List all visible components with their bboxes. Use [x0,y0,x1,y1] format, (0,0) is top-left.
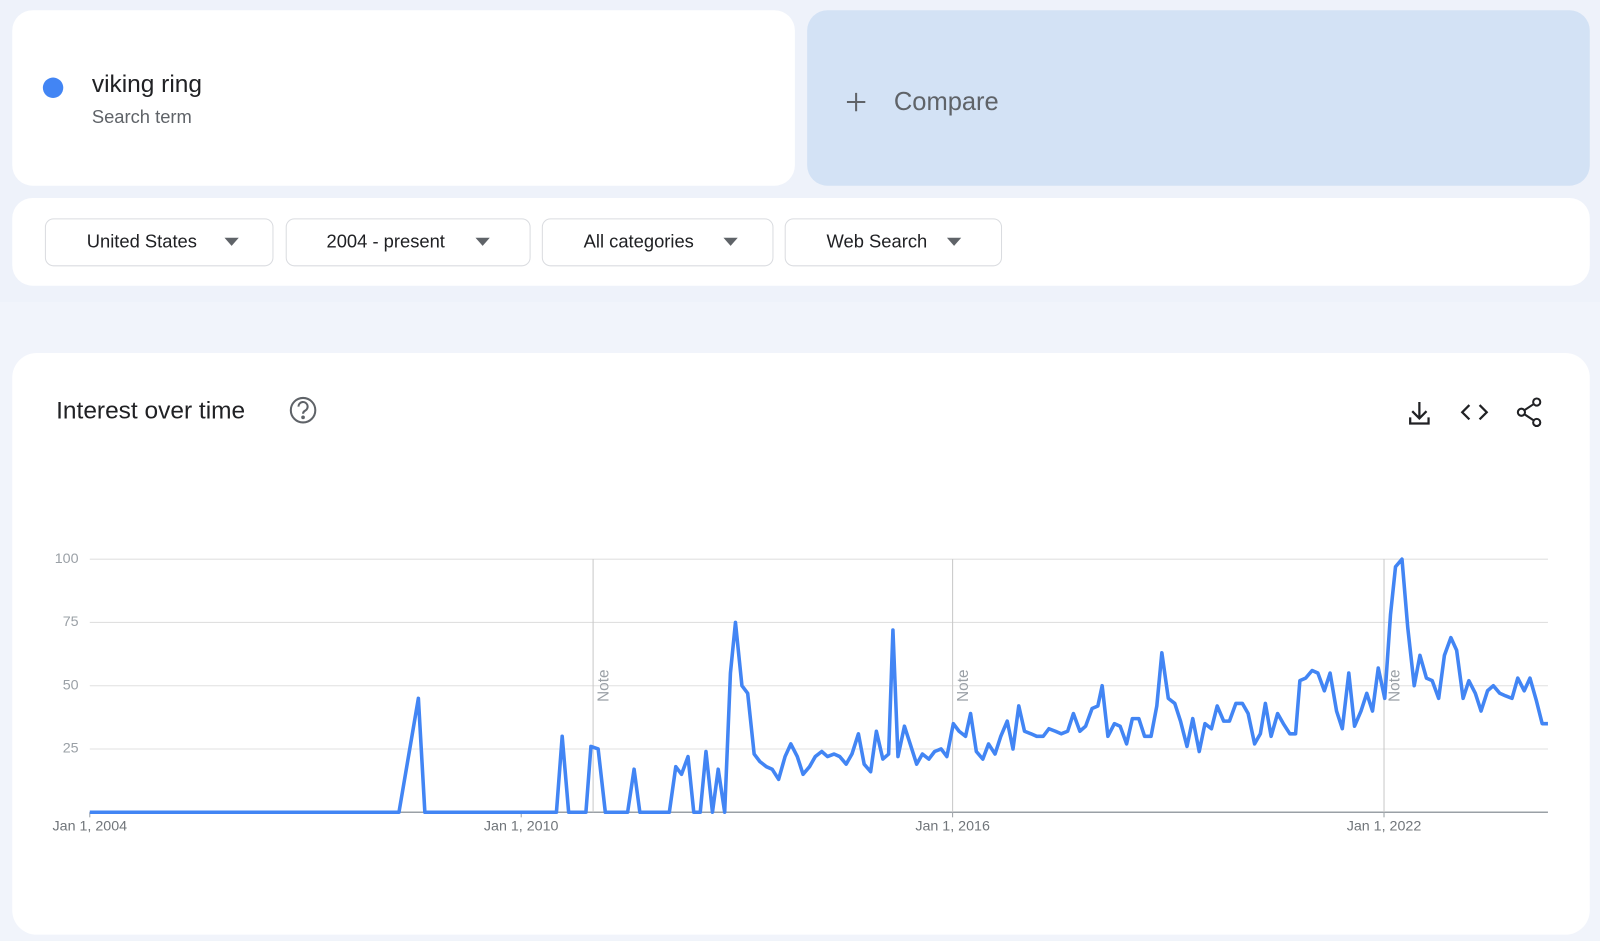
plus-icon [846,92,866,112]
filter-label[interactable]: All categories [584,231,694,252]
filter-box[interactable] [541,218,774,267]
compare-card[interactable] [807,10,1590,186]
filter-button[interactable]: All categories [541,218,774,267]
filter-box[interactable] [784,218,1003,267]
help-dot [301,415,305,420]
embed-icon[interactable] [1460,404,1489,421]
help-mark [297,401,309,414]
embed-glyph[interactable] [1460,404,1489,421]
help-icon[interactable] [289,396,317,424]
note-label: Note [955,670,972,702]
x-tick-label: Jan 1, 2022 [1347,818,1422,834]
x-tick-label: Jan 1, 2010 [484,818,559,834]
share-icon[interactable] [1516,397,1542,428]
dropdown-arrow [946,237,962,246]
y-tick-label: 25 [63,741,79,757]
filter-button[interactable]: Web Search [784,218,1003,267]
share-node[interactable] [1516,407,1527,417]
share-node[interactable] [1532,417,1542,428]
dropdown-arrow [224,237,239,246]
note-label: Note [1386,670,1403,702]
share-link [1523,403,1535,422]
filter-box[interactable] [44,218,274,267]
trend-line [89,557,1548,815]
chart-card [12,353,1590,935]
share-node[interactable] [1532,397,1542,407]
chart-title: Interest over time [56,398,245,425]
y-tick-label: 100 [55,551,79,567]
term-type: Search term [92,106,192,127]
dropdown-arrow [723,237,738,246]
x-tick-label: Jan 1, 2016 [915,818,990,834]
filter-label[interactable]: Web Search [827,231,928,252]
filter-button[interactable]: United States [44,218,274,267]
dropdown-arrow [475,237,490,246]
term-dot [42,77,64,98]
filter-label[interactable]: 2004 - present [327,231,445,252]
filter-label[interactable]: United States [87,231,197,252]
y-tick-label: 50 [63,677,79,693]
filter-button[interactable]: 2004 - present [285,218,531,267]
y-tick-label: 75 [63,614,79,630]
download-icon[interactable] [1409,402,1430,425]
search-term-card[interactable] [12,10,795,186]
download-glyph[interactable] [1409,402,1430,425]
x-tick-label: Jan 1, 2004 [53,818,128,834]
note-label: Note [595,670,612,702]
compare-label[interactable]: Compare [894,88,999,116]
term-name[interactable]: viking ring [92,71,202,98]
filter-box[interactable] [285,218,531,267]
help-circle[interactable] [289,396,317,424]
